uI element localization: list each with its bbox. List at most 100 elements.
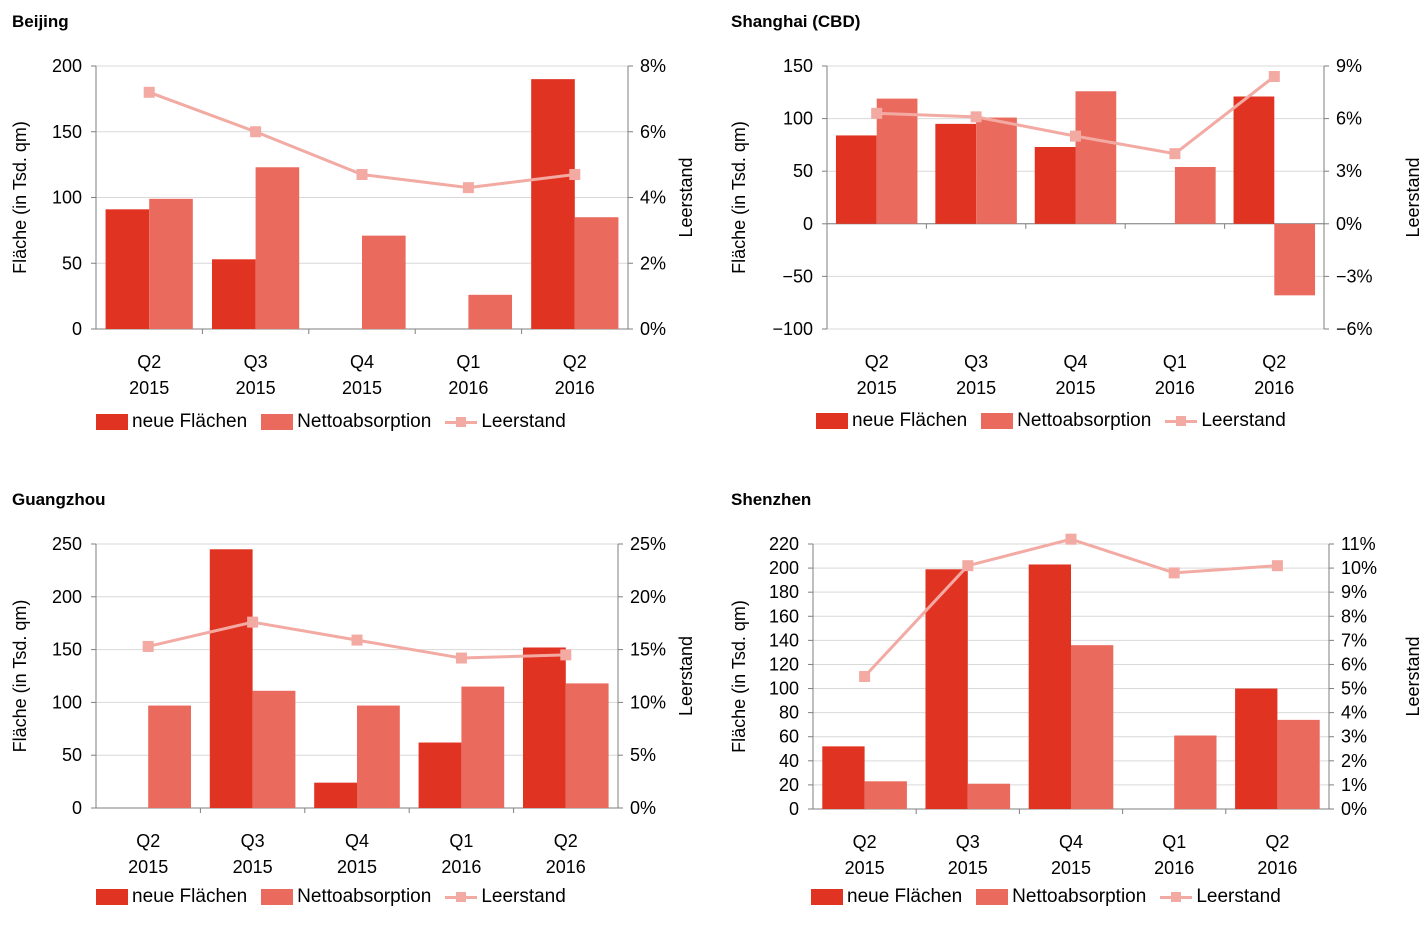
y-tick-label: 60 [779, 727, 799, 747]
new-bar [935, 123, 977, 224]
new-bar [925, 569, 968, 809]
net-bar [864, 781, 907, 809]
y-tick-label: 150 [783, 56, 813, 76]
x-tick-label: Q2 2016 [546, 831, 586, 877]
x-tick-label: Q3 2015 [956, 352, 996, 398]
new-bar [1235, 688, 1278, 809]
net-bar [149, 198, 193, 329]
y2-tick-label: 8% [1341, 606, 1367, 626]
x-tick-label: Q2 2015 [128, 831, 168, 877]
net-bar [1174, 735, 1217, 809]
legend-swatch [261, 414, 294, 430]
legend-label: Leerstand [481, 886, 566, 907]
legend-label: Nettoabsorption [1012, 886, 1147, 907]
y-axis-title: Fläche (in Tsd. qm) [729, 121, 749, 274]
vacancy-point [859, 671, 871, 682]
legend-swatch [1165, 413, 1198, 429]
y2-tick-label: 5% [630, 745, 656, 765]
x-tick-label: Q1 2016 [1155, 352, 1195, 398]
legend-item-new: neue Flächen [816, 410, 967, 432]
new-bar [211, 259, 256, 329]
y2-tick-label: 4% [640, 188, 666, 208]
vacancy-point [1070, 130, 1081, 142]
legend-item-net: Nettoabsorption [261, 411, 431, 433]
legend: neue Flächen Nettoabsorption Leerstand [811, 886, 1281, 908]
legend-label: Nettoabsorption [1017, 410, 1152, 431]
vacancy-point [455, 652, 467, 664]
legend-item-vacancy: Leerstand [1165, 410, 1286, 432]
vacancy-point [1169, 148, 1181, 160]
new-bar [209, 549, 253, 808]
new-bar [531, 79, 575, 330]
legend-swatch [811, 889, 843, 905]
net-bar [1075, 91, 1117, 224]
chart-title: Beijing [12, 12, 69, 31]
legend-swatch [445, 414, 478, 430]
net-bar [468, 294, 513, 329]
legend-label: Leerstand [1201, 410, 1286, 431]
y-tick-label: 80 [779, 703, 799, 723]
y2-axis-title: Leerstand [676, 636, 696, 716]
y2-tick-label: 10% [630, 692, 666, 712]
legend-label: Nettoabsorption [297, 886, 432, 907]
y-tick-label: 0 [803, 214, 813, 234]
vacancy-point [142, 640, 154, 652]
y-tick-label: −100 [772, 319, 813, 339]
y2-tick-label: 6% [640, 122, 666, 142]
legend-swatch [1160, 889, 1193, 905]
legend-swatch [261, 889, 294, 905]
legend-item-new: neue Flächen [96, 411, 247, 433]
chart-svg: −100 −50 0 50 100 150 −6% −3% 0% 3% 6% 9% Q2 2015 Q3 20… [729, 56, 1423, 398]
vacancy-point [1168, 567, 1180, 579]
new-bar [1233, 96, 1275, 224]
vacancy-point [247, 616, 259, 628]
y2-tick-label: 25% [630, 534, 666, 554]
x-tick-label: Q2 2015 [845, 832, 885, 878]
y-tick-label: 50 [62, 253, 82, 273]
panel-shanghai: Shanghai (CBD) −100 −50 0 50 100 150 −6% −3% 0% 3… [719, 0, 1426, 459]
panel-shenzhen: Shenzhen 0 20 40 60 80 100 120 140 160 180 200 220 0… [719, 478, 1426, 937]
y-tick-label: 150 [52, 640, 82, 660]
net-bar [148, 705, 192, 808]
y2-tick-label: −6% [1336, 319, 1373, 339]
y-tick-label: 100 [52, 188, 82, 208]
legend-label: neue Flächen [847, 886, 963, 907]
x-tick-label: Q4 2015 [337, 831, 377, 877]
y-tick-label: −50 [782, 266, 813, 286]
vacancy-point [1268, 71, 1280, 83]
new-bar [314, 782, 357, 808]
net-bar [362, 235, 406, 329]
y2-tick-label: 7% [1341, 630, 1367, 650]
y-tick-label: 220 [769, 534, 799, 554]
x-tick-label: Q3 2015 [948, 832, 988, 878]
chart-svg: 0 50 100 150 200 0% 2% 4% 6% 8% Q2 2015 Q3 2015 Q4 2015… [10, 56, 696, 398]
y2-axis-title: Leerstand [1403, 157, 1423, 237]
y2-tick-label: 3% [1336, 161, 1362, 181]
y2-tick-label: 9% [1341, 582, 1367, 602]
legend-label: Leerstand [1196, 886, 1281, 907]
legend-label: neue Flächen [132, 411, 248, 432]
legend-swatch [976, 889, 1009, 905]
panel-beijing: Beijing 0 50 100 150 200 0% 2% 4% 6% 8% Q2 2015 Q3 20… [0, 0, 713, 459]
y2-tick-label: 0% [1341, 799, 1367, 819]
new-bar [835, 135, 877, 224]
x-tick-label: Q2 2016 [555, 352, 595, 398]
x-tick-label: Q3 2015 [236, 352, 276, 398]
chart-title: Shanghai (CBD) [731, 12, 861, 31]
legend-item-vacancy: Leerstand [445, 886, 566, 908]
y-tick-label: 100 [769, 679, 799, 699]
y-tick-label: 50 [62, 745, 82, 765]
legend-item-net: Nettoabsorption [261, 886, 431, 908]
y2-tick-label: 8% [640, 56, 666, 76]
net-bar [1174, 166, 1216, 224]
net-bar [876, 98, 918, 224]
y-axis-title: Fläche (in Tsd. qm) [729, 600, 749, 753]
vacancy-point [250, 126, 262, 138]
net-bar [461, 686, 505, 808]
vacancy-point [1065, 533, 1077, 545]
legend-label: neue Flächen [852, 410, 968, 431]
y2-tick-label: 20% [630, 587, 666, 607]
new-bar [418, 742, 462, 808]
vacancy-point [1271, 560, 1283, 572]
net-bar [252, 690, 296, 808]
